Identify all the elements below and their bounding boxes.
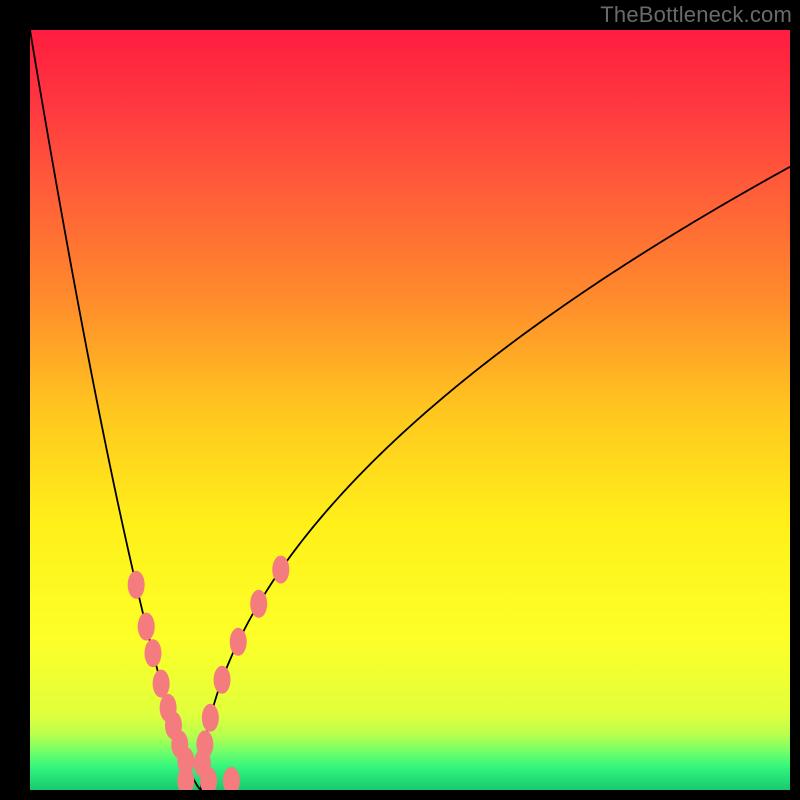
data-marker <box>230 628 247 656</box>
gradient-background <box>30 30 790 790</box>
data-marker <box>138 613 155 641</box>
data-marker <box>214 666 231 694</box>
data-marker <box>153 670 170 698</box>
data-marker <box>202 704 219 732</box>
data-marker <box>250 590 267 618</box>
data-marker <box>272 556 289 584</box>
data-marker <box>128 571 145 599</box>
plot-area <box>30 30 790 790</box>
data-marker <box>196 730 213 758</box>
data-marker <box>160 694 177 722</box>
watermark-text: TheBottleneck.com <box>600 2 792 28</box>
data-marker <box>144 639 161 667</box>
bottleneck-curve-chart <box>30 30 790 790</box>
chart-container: { "watermark": "TheBottleneck.com", "can… <box>0 0 800 800</box>
